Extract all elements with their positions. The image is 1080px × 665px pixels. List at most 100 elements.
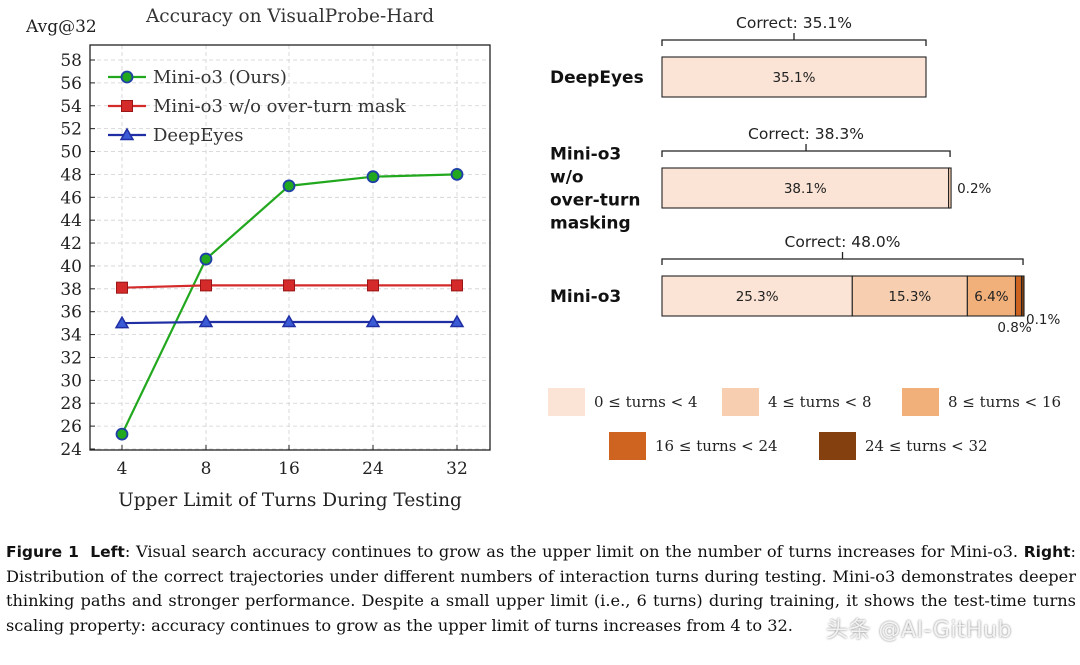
legend-entry: 8 ≤ turns < 16 xyxy=(902,388,1061,416)
bar-row-1: Mini-o3 w/o over-turn masking Correct: 38.3%… xyxy=(550,125,992,234)
legend-entry: Mini-o3 w/o over-turn mask xyxy=(108,96,407,117)
y-tick-label: 28 xyxy=(60,394,82,414)
bar-segment xyxy=(1020,275,1025,317)
y-tick-label: 54 xyxy=(60,97,82,117)
data-point xyxy=(114,315,130,329)
caption-right-label: Right xyxy=(1023,543,1071,561)
data-point xyxy=(366,170,380,184)
chart-title: Accuracy on VisualProbe-Hard xyxy=(145,6,434,27)
caption-left-label: Left xyxy=(90,543,125,561)
correct-bracket xyxy=(661,39,927,46)
series-1 xyxy=(116,279,463,294)
x-tick-label: 32 xyxy=(446,459,468,479)
model-label: Mini-o3 xyxy=(550,287,621,307)
correct-label: Correct: 38.3% xyxy=(748,125,864,143)
plot-frame xyxy=(89,44,491,451)
legend-marker xyxy=(119,127,135,141)
legend-swatch xyxy=(609,432,646,460)
correct-bracket xyxy=(661,258,1024,265)
data-point xyxy=(198,314,214,328)
data-point xyxy=(282,179,296,193)
figure-caption: Figure 1 Left: Visual search accuracy co… xyxy=(6,540,1076,638)
legend-label: 4 ≤ turns < 8 xyxy=(768,393,872,411)
legend-label: 24 ≤ turns < 32 xyxy=(865,437,988,455)
y-tick-label: 24 xyxy=(60,440,82,460)
data-point xyxy=(365,314,381,328)
bar-segment xyxy=(1014,275,1023,317)
model-label: DeepEyes xyxy=(550,68,644,88)
bar-segment xyxy=(966,275,1017,317)
correct-bracket xyxy=(661,150,951,157)
correct-label: Correct: 35.1% xyxy=(736,14,852,32)
y-tick-label: 42 xyxy=(60,234,82,254)
legend-entry: Mini-o3 (Ours) xyxy=(108,67,287,88)
data-point xyxy=(115,427,129,441)
y-tick-label: 56 xyxy=(60,74,82,94)
series-line xyxy=(121,173,458,435)
data-point xyxy=(451,279,463,292)
data-point xyxy=(367,279,379,292)
y-tick-label: 38 xyxy=(60,280,82,300)
bar-segment xyxy=(661,56,927,98)
legend-swatch xyxy=(902,388,939,416)
series-2 xyxy=(114,314,465,329)
bar-row-2: Mini-o3 Correct: 48.0% 25.3% 15.3% 6.4% 0.8%0… xyxy=(550,233,1060,336)
x-tick-label: 16 xyxy=(278,459,300,479)
x-tick-label: 4 xyxy=(117,459,128,479)
series-0 xyxy=(115,168,464,441)
legend-swatch xyxy=(722,388,759,416)
legend-entry: 0 ≤ turns < 4 xyxy=(548,388,698,416)
legend-label: DeepEyes xyxy=(153,125,243,146)
segment-label: 25.3% xyxy=(736,289,779,305)
data-point xyxy=(283,279,295,292)
segment-label: 38.1% xyxy=(784,181,827,197)
segment-label: 0.2% xyxy=(957,181,991,197)
legend-marker xyxy=(120,70,134,84)
y-tick-label: 34 xyxy=(60,326,82,346)
segment-label: 15.3% xyxy=(888,289,931,305)
y-tick-label: 36 xyxy=(60,303,82,323)
legend-swatch xyxy=(548,388,585,416)
bar-segment xyxy=(948,167,952,209)
legend-entry: 24 ≤ turns < 32 xyxy=(819,432,988,460)
data-point xyxy=(450,168,464,181)
data-point xyxy=(200,279,212,292)
stacked-bar-chart: DeepEyes Correct: 35.1% 35.1% Mini-o3 w/o ove… xyxy=(548,14,1061,460)
caption-right-text: : Distribution of the correct trajectori… xyxy=(6,542,1077,635)
segment-label: 35.1% xyxy=(773,70,816,86)
caption-left-text: : Visual search accuracy continues to gr… xyxy=(124,542,1024,561)
y-tick-label: 48 xyxy=(60,165,82,185)
legend-entry: DeepEyes xyxy=(108,125,243,146)
y-tick-label: 30 xyxy=(60,371,82,391)
legend-label: Mini-o3 (Ours) xyxy=(153,67,287,88)
legend-label: 8 ≤ turns < 16 xyxy=(948,393,1061,411)
model-label: Mini-o3 w/o over-turn masking xyxy=(550,145,640,234)
caption-figure-label: Figure 1 xyxy=(6,543,79,561)
segment-label: 0.1% xyxy=(1026,312,1060,328)
x-tick-label: 8 xyxy=(201,459,212,479)
legend-entry: 4 ≤ turns < 8 xyxy=(722,388,872,416)
watermark: 头条 @AI-GitHub xyxy=(826,618,1013,643)
y-tick-label: 44 xyxy=(60,211,82,231)
y-tick-label: 50 xyxy=(60,143,82,163)
bar-row-0: DeepEyes Correct: 35.1% 35.1% xyxy=(550,14,927,98)
legend-label: 0 ≤ turns < 4 xyxy=(594,393,698,411)
segment-label: 0.8% xyxy=(997,320,1031,336)
data-point xyxy=(449,314,465,328)
y-tick-label: 46 xyxy=(60,188,82,208)
legend-marker xyxy=(121,100,133,112)
legend-label: 16 ≤ turns < 24 xyxy=(655,437,778,455)
legend-label: Mini-o3 w/o over-turn mask xyxy=(153,96,407,117)
legend-entry: 16 ≤ turns < 24 xyxy=(609,432,778,460)
x-axis-label: Upper Limit of Turns During Testing xyxy=(118,490,462,511)
segment-label: 6.4% xyxy=(974,289,1008,305)
legend-swatch xyxy=(819,432,856,460)
correct-label: Correct: 48.0% xyxy=(785,233,901,251)
x-tick-label: 24 xyxy=(362,459,384,479)
y-tick-label: 52 xyxy=(60,120,82,140)
y-tick-label: 40 xyxy=(60,257,82,277)
y-axis-label: Avg@32 xyxy=(25,17,97,37)
data-point xyxy=(116,281,128,294)
data-point xyxy=(281,314,297,328)
y-tick-label: 26 xyxy=(60,417,82,437)
